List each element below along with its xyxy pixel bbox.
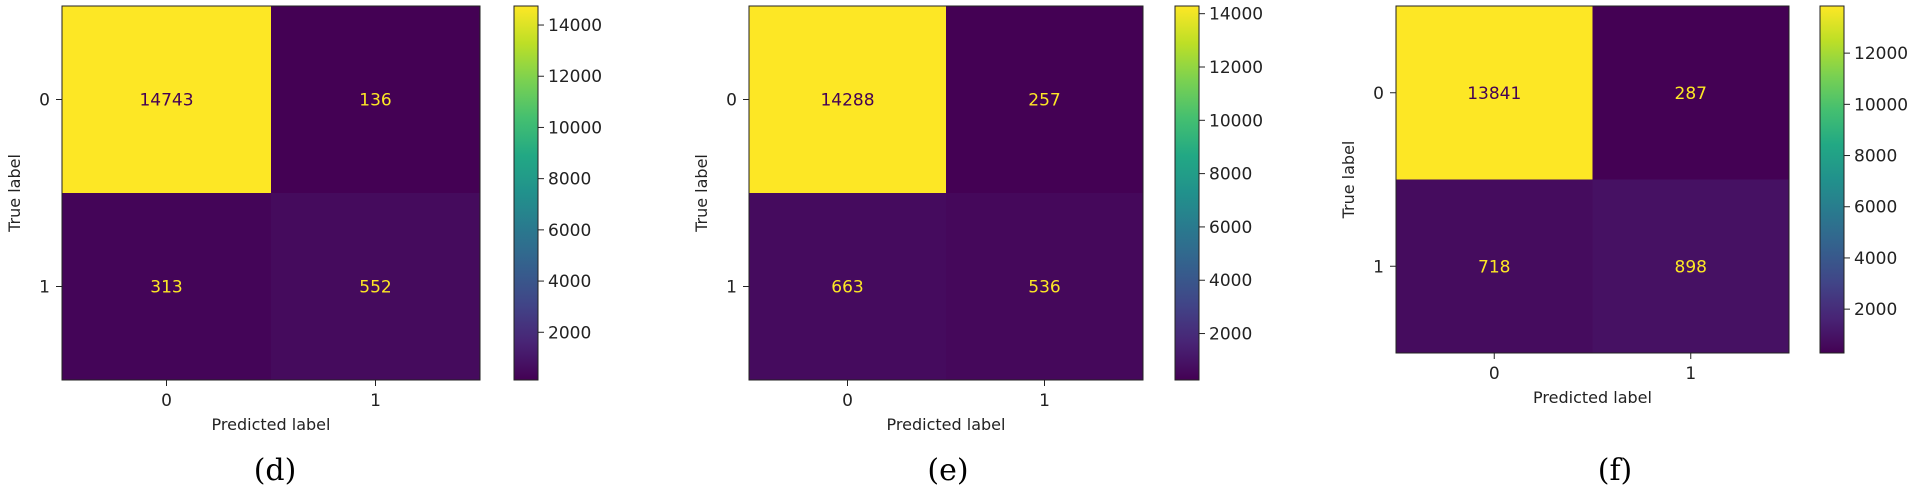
cell-value-label: 257 <box>1028 91 1060 111</box>
matrix-cell-r0-c0 <box>1396 6 1593 180</box>
colorbar-tick-label: 4000 <box>1854 249 1897 269</box>
colorbar-tick-label: 4000 <box>548 272 591 292</box>
cell-value-label: 552 <box>359 278 391 298</box>
matrix-cell-r1-c1 <box>1592 179 1789 353</box>
cell-value-label: 14743 <box>139 91 193 111</box>
y-axis-label: True label <box>1339 141 1358 220</box>
x-tick-label: 1 <box>1685 364 1696 384</box>
colorbar-tick-label: 8000 <box>1854 147 1897 167</box>
cell-value-label: 13841 <box>1467 84 1521 104</box>
cell-value-label: 898 <box>1675 257 1707 277</box>
x-tick-label: 0 <box>161 391 172 411</box>
colorbar-tick-label: 8000 <box>1209 165 1252 185</box>
cell-value-label: 136 <box>359 91 391 111</box>
matrix-cell-r1-c0 <box>62 193 271 380</box>
colorbar-tick-label: 14000 <box>1209 5 1263 25</box>
colorbar-tick-label: 4000 <box>1209 271 1252 291</box>
x-axis-label: Predicted label <box>212 415 331 434</box>
colorbar-tick-label: 12000 <box>1854 44 1908 64</box>
cell-value-label: 536 <box>1028 278 1060 298</box>
y-axis-label: True label <box>5 154 24 233</box>
y-tick-label: 0 <box>39 91 50 111</box>
panel-caption: (d) <box>254 453 297 488</box>
cell-value-label: 718 <box>1478 257 1510 277</box>
cell-value-label: 313 <box>150 278 182 298</box>
x-axis-label: Predicted label <box>887 415 1006 434</box>
matrix-cell-r0-c0 <box>62 6 271 193</box>
x-tick-label: 1 <box>1039 391 1050 411</box>
heatmap-frame <box>1395 5 1790 354</box>
matrix-cell-r1-c1 <box>946 193 1143 380</box>
cell-value-label: 14288 <box>820 91 874 111</box>
colorbar-tick-label: 2000 <box>1854 300 1897 320</box>
colorbar <box>1819 5 1845 354</box>
y-tick-label: 0 <box>1373 84 1384 104</box>
heatmap-frame <box>61 5 481 381</box>
colorbar-tick-label: 8000 <box>548 170 591 190</box>
confusion-matrix-panel-2: 14288 257 663 536 0 1 0 1 Predicted label True la… <box>692 5 1263 488</box>
x-tick-label: 0 <box>842 391 853 411</box>
y-axis-label: True label <box>692 154 711 233</box>
colorbar-tick-label: 2000 <box>548 323 591 343</box>
colorbar-tick-label: 6000 <box>548 221 591 241</box>
heatmap-frame <box>748 5 1144 381</box>
matrix-cell-r0-c0 <box>749 6 946 193</box>
colorbar <box>1174 5 1200 381</box>
y-tick-label: 1 <box>39 278 50 298</box>
matrix-cell-r0-c1 <box>946 6 1143 193</box>
panel-caption: (e) <box>927 453 968 488</box>
y-tick-label: 1 <box>1373 257 1384 277</box>
colorbar-tick-label: 12000 <box>1209 58 1263 78</box>
x-tick-label: 1 <box>370 391 381 411</box>
y-tick-label: 1 <box>726 278 737 298</box>
colorbar-tick-label: 10000 <box>1209 111 1263 131</box>
matrix-cell-r1-c0 <box>1396 179 1593 353</box>
colorbar-tick-label: 2000 <box>1209 325 1252 345</box>
colorbar-tick-label: 14000 <box>548 16 602 36</box>
colorbar-tick-label: 6000 <box>1854 198 1897 218</box>
colorbar-tick-label: 12000 <box>548 67 602 87</box>
cell-value-label: 287 <box>1675 84 1707 104</box>
matrix-cell-r0-c1 <box>271 6 480 193</box>
confusion-matrix-panel-3: 13841 287 718 898 0 1 0 1 Predicted label True la… <box>1339 5 1908 488</box>
cell-value-label: 663 <box>831 278 863 298</box>
matrix-cell-r1-c1 <box>271 193 480 380</box>
x-tick-label: 0 <box>1489 364 1500 384</box>
panel-caption: (f) <box>1598 453 1633 488</box>
matrix-cell-r0-c1 <box>1592 6 1789 180</box>
x-axis-label: Predicted label <box>1533 388 1652 407</box>
y-tick-label: 0 <box>726 91 737 111</box>
confusion-matrix-panel-1: 14743 136 313 552 0 1 0 1 Predicted label True la… <box>5 5 602 488</box>
colorbar-tick-label: 10000 <box>548 118 602 138</box>
colorbar-tick-label: 10000 <box>1854 95 1908 115</box>
colorbar-tick-label: 6000 <box>1209 218 1252 238</box>
matrix-cell-r1-c0 <box>749 193 946 380</box>
colorbar <box>513 5 539 381</box>
